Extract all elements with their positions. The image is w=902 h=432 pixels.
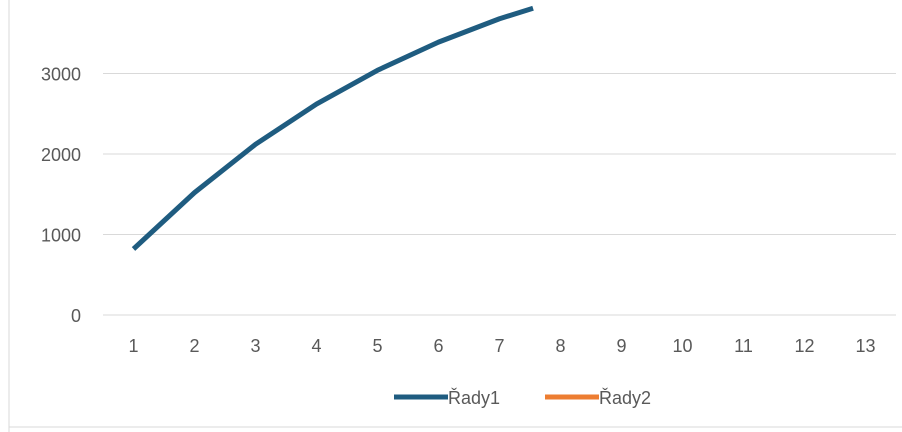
y-tick-label: 0 — [71, 306, 81, 326]
y-tick-label: 3000 — [41, 65, 81, 85]
x-tick-label: 7 — [494, 336, 504, 356]
x-tick-label: 4 — [311, 336, 321, 356]
x-tick-label: 10 — [672, 336, 692, 356]
y-tick-label: 1000 — [41, 226, 81, 246]
x-tick-label: 3 — [250, 336, 260, 356]
gridlines — [103, 73, 896, 316]
legend: Řady1 Řady2 — [394, 388, 651, 408]
x-tick-label: 8 — [555, 336, 565, 356]
x-tick-label: 5 — [372, 336, 382, 356]
x-tick-label: 6 — [433, 336, 443, 356]
y-tick-label: 2000 — [41, 145, 81, 165]
series-lines — [131, 5, 534, 251]
legend-label-2: Řady2 — [599, 388, 651, 408]
x-tick-label: 1 — [128, 336, 138, 356]
y-axis-tick-labels: 0 1000 2000 3000 — [41, 65, 81, 327]
x-tick-label: 9 — [616, 336, 626, 356]
x-tick-label: 11 — [734, 336, 753, 356]
x-tick-label: 12 — [794, 336, 814, 356]
x-tick-label: 13 — [855, 336, 875, 356]
series-line-1 — [131, 5, 534, 251]
x-tick-label: 2 — [189, 336, 199, 356]
legend-label-1: Řady1 — [448, 388, 500, 408]
x-axis-tick-labels: 1 2 3 4 5 6 7 8 9 10 11 12 13 — [128, 336, 875, 356]
